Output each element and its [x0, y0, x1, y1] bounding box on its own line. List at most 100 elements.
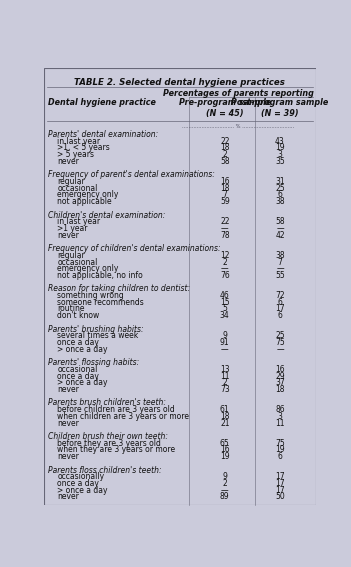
Text: 59: 59 [220, 197, 230, 206]
Text: before children are 3 years old: before children are 3 years old [57, 405, 175, 414]
Text: >1, < 5 years: >1, < 5 years [57, 143, 110, 153]
Text: —: — [221, 486, 229, 494]
Text: Children's dental examination:: Children's dental examination: [48, 210, 166, 219]
Text: not applicable, no info: not applicable, no info [57, 271, 143, 280]
Text: before they are 3 years old: before they are 3 years old [57, 439, 161, 448]
Text: 58: 58 [220, 157, 230, 166]
Text: once a day: once a day [57, 479, 99, 488]
Text: 38: 38 [275, 197, 285, 206]
Text: 42: 42 [275, 231, 285, 240]
Text: 76: 76 [220, 271, 230, 280]
Text: 50: 50 [275, 492, 285, 501]
Text: 16: 16 [220, 177, 230, 186]
Text: occasional: occasional [57, 184, 98, 193]
Text: never: never [57, 385, 79, 394]
Text: in last year: in last year [57, 217, 100, 226]
Text: 18: 18 [220, 184, 230, 193]
Text: 17: 17 [275, 304, 285, 314]
Text: —: — [221, 345, 229, 354]
Text: 2: 2 [223, 479, 227, 488]
Text: 16: 16 [275, 365, 285, 374]
Text: regular: regular [57, 251, 85, 260]
Text: 7: 7 [222, 191, 227, 200]
Text: 55: 55 [275, 271, 285, 280]
Text: —: — [221, 264, 229, 273]
Text: emergency only: emergency only [57, 264, 119, 273]
Text: 37: 37 [275, 378, 285, 387]
Text: 19: 19 [275, 446, 285, 454]
Text: 11: 11 [220, 371, 230, 380]
Text: not applicable: not applicable [57, 197, 112, 206]
Text: 2: 2 [223, 378, 227, 387]
Text: Frequency of parent's dental examinations:: Frequency of parent's dental examination… [48, 170, 216, 179]
Text: 9: 9 [222, 331, 227, 340]
Text: never: never [57, 231, 79, 240]
Text: 12: 12 [220, 251, 230, 260]
Text: 7: 7 [278, 257, 283, 266]
Text: 43: 43 [275, 137, 285, 146]
Text: 18: 18 [220, 143, 230, 153]
Text: 86: 86 [275, 405, 285, 414]
Text: Pre-program sample
(N = 45): Pre-program sample (N = 45) [179, 98, 271, 118]
Text: > 5 years: > 5 years [57, 150, 94, 159]
Text: Parents' flossing habits:: Parents' flossing habits: [48, 358, 140, 367]
Text: occasionally: occasionally [57, 472, 104, 481]
Text: Post-program sample
(N = 39): Post-program sample (N = 39) [231, 98, 329, 118]
Text: 78: 78 [220, 231, 230, 240]
Text: 2: 2 [223, 257, 227, 266]
Text: 22: 22 [220, 217, 230, 226]
Text: emergency only: emergency only [57, 191, 119, 200]
Text: 18: 18 [275, 385, 285, 394]
Text: someone recommends: someone recommends [57, 298, 144, 307]
Text: Frequency of children's dental examinations:: Frequency of children's dental examinati… [48, 244, 221, 253]
Text: 6: 6 [278, 191, 283, 200]
Text: 3: 3 [278, 150, 283, 159]
Text: Percentages of parents reporting: Percentages of parents reporting [163, 90, 314, 99]
Text: 75: 75 [275, 338, 285, 347]
Text: 9: 9 [222, 472, 227, 481]
Text: 5: 5 [222, 304, 227, 314]
Text: 11: 11 [275, 418, 285, 428]
Text: 21: 21 [220, 418, 230, 428]
Text: never: never [57, 452, 79, 461]
Text: several times a week: several times a week [57, 331, 138, 340]
Text: Children brush their own teeth:: Children brush their own teeth: [48, 432, 168, 441]
Text: something wrong: something wrong [57, 291, 124, 300]
Text: 3: 3 [278, 412, 283, 421]
Text: 13: 13 [220, 365, 230, 374]
Text: when children are 3 years or more: when children are 3 years or more [57, 412, 189, 421]
Text: never: never [57, 492, 79, 501]
Text: 18: 18 [220, 412, 230, 421]
Text: 17: 17 [275, 479, 285, 488]
Text: when they are 3 years or more: when they are 3 years or more [57, 446, 176, 454]
Text: never: never [57, 418, 79, 428]
Text: Reason for taking children to dentist:: Reason for taking children to dentist: [48, 285, 191, 293]
Text: 58: 58 [275, 217, 285, 226]
Text: 6: 6 [278, 452, 283, 461]
Text: Parents' brushing habits:: Parents' brushing habits: [48, 325, 144, 333]
Text: 6: 6 [278, 298, 283, 307]
Text: 65: 65 [220, 439, 230, 448]
Text: Parents floss children's teeth:: Parents floss children's teeth: [48, 466, 162, 475]
Text: once a day: once a day [57, 371, 99, 380]
Text: ................................ % ................................: ................................ % .....… [182, 124, 294, 129]
Text: 31: 31 [275, 177, 285, 186]
Text: 35: 35 [275, 157, 285, 166]
Text: 19: 19 [220, 452, 230, 461]
Text: —: — [221, 224, 229, 233]
Text: —: — [276, 345, 284, 354]
Text: 29: 29 [275, 371, 285, 380]
Text: —: — [276, 224, 284, 233]
Text: 2: 2 [223, 150, 227, 159]
Text: 46: 46 [220, 291, 230, 300]
Text: don't know: don't know [57, 311, 99, 320]
Text: TABLE 2. Selected dental hygiene practices: TABLE 2. Selected dental hygiene practic… [74, 78, 285, 87]
Text: 25: 25 [275, 184, 285, 193]
Text: once a day: once a day [57, 338, 99, 347]
Text: 91: 91 [220, 338, 230, 347]
Text: Parents brush children's teeth:: Parents brush children's teeth: [48, 399, 166, 408]
Text: regular: regular [57, 177, 85, 186]
Text: > once a day: > once a day [57, 378, 108, 387]
Text: 17: 17 [275, 486, 285, 494]
Text: occasional: occasional [57, 365, 98, 374]
